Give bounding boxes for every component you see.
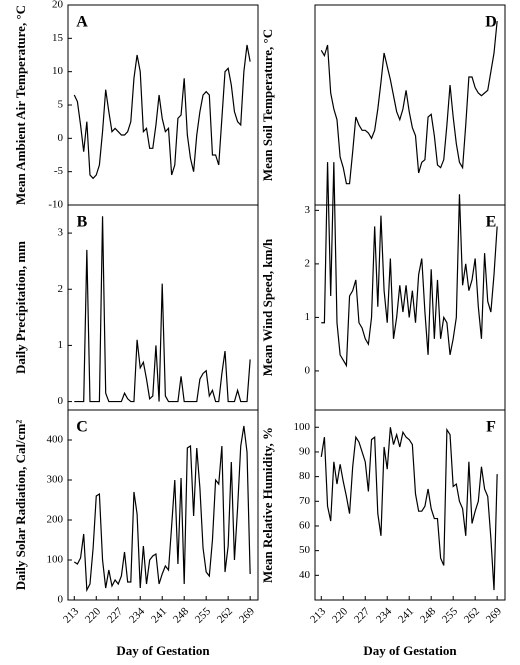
x-tick-label: 220	[330, 605, 351, 626]
y-tick-label: 15	[52, 32, 64, 44]
y-axis-label: Mean Soil Temperature, °C	[260, 29, 275, 181]
y-tick-label: 0	[305, 364, 311, 376]
x-tick-label: 248	[171, 605, 192, 626]
y-tick-label: 300	[47, 474, 64, 486]
x-axis-label: Day of Gestation	[363, 643, 457, 658]
panel-label: E	[486, 214, 497, 231]
panel-frame	[314, 409, 506, 601]
y-tick-label: 80	[299, 470, 311, 482]
y-tick-label: 1	[58, 339, 64, 351]
x-tick-label: 234	[127, 605, 148, 626]
panel-label: D	[485, 14, 497, 31]
y-tick-label: 3	[58, 227, 64, 239]
x-axis-label: Day of Gestation	[116, 643, 210, 658]
y-tick-label: 90	[299, 445, 311, 457]
y-axis-label: Daily Precipitation, mm	[13, 241, 28, 374]
x-tick-label: 213	[308, 605, 329, 626]
x-tick-label: 227	[352, 605, 373, 626]
x-tick-label: 227	[105, 605, 126, 626]
x-tick-label: 269	[237, 605, 258, 626]
x-tick-label: 241	[149, 605, 169, 625]
y-tick-label: 0	[58, 132, 64, 144]
x-tick-label: 255	[193, 605, 214, 626]
panel-label: C	[76, 419, 88, 436]
x-tick-label: 213	[61, 605, 82, 626]
y-tick-label: 5	[58, 99, 64, 111]
panel-label: F	[486, 419, 496, 436]
data-line	[73, 44, 251, 180]
data-line	[321, 162, 498, 368]
y-axis-label: Mean Wind Speed, km/h	[260, 238, 275, 376]
y-tick-label: 40	[299, 569, 311, 581]
y-tick-label: 100	[294, 421, 311, 433]
data-line	[320, 20, 498, 185]
y-tick-label: 0	[58, 395, 64, 407]
data-line	[74, 216, 251, 403]
x-tick-label: 269	[484, 605, 505, 626]
y-tick-label: 2	[58, 283, 64, 295]
data-line	[73, 425, 251, 593]
y-tick-label: 400	[47, 434, 64, 446]
panel-label: B	[77, 214, 88, 231]
x-tick-label: 248	[418, 605, 439, 626]
y-axis-label: Daily Solar Radiation, Cal/cm²	[13, 420, 28, 591]
y-tick-label: -10	[48, 199, 63, 211]
panel-frame	[314, 4, 506, 206]
y-tick-label: 70	[299, 495, 311, 507]
y-tick-label: 100	[47, 554, 64, 566]
x-tick-label: 262	[462, 605, 482, 625]
y-tick-label: 60	[299, 520, 311, 532]
y-tick-label: 10	[52, 65, 64, 77]
panel-label: A	[76, 14, 88, 31]
x-tick-label: 255	[440, 605, 461, 626]
x-tick-label: 262	[215, 605, 235, 625]
y-tick-label: 1	[305, 311, 311, 323]
y-tick-label: 200	[47, 514, 64, 526]
y-tick-label: 3	[305, 204, 311, 216]
panel-frame	[67, 409, 259, 601]
y-axis-label: Mean Ambient Air Temperature, °C	[13, 5, 28, 205]
y-tick-label: 50	[299, 544, 311, 556]
x-tick-label: 220	[83, 605, 104, 626]
y-tick-label: -5	[54, 165, 64, 177]
data-line	[320, 427, 498, 591]
x-tick-label: 234	[374, 605, 395, 626]
x-tick-label: 241	[396, 605, 416, 625]
y-tick-label: 0	[58, 594, 64, 606]
y-tick-label: 2	[305, 257, 311, 269]
y-tick-label: 20	[52, 0, 64, 11]
y-axis-label: Mean Relative Humidity, %	[260, 427, 275, 583]
